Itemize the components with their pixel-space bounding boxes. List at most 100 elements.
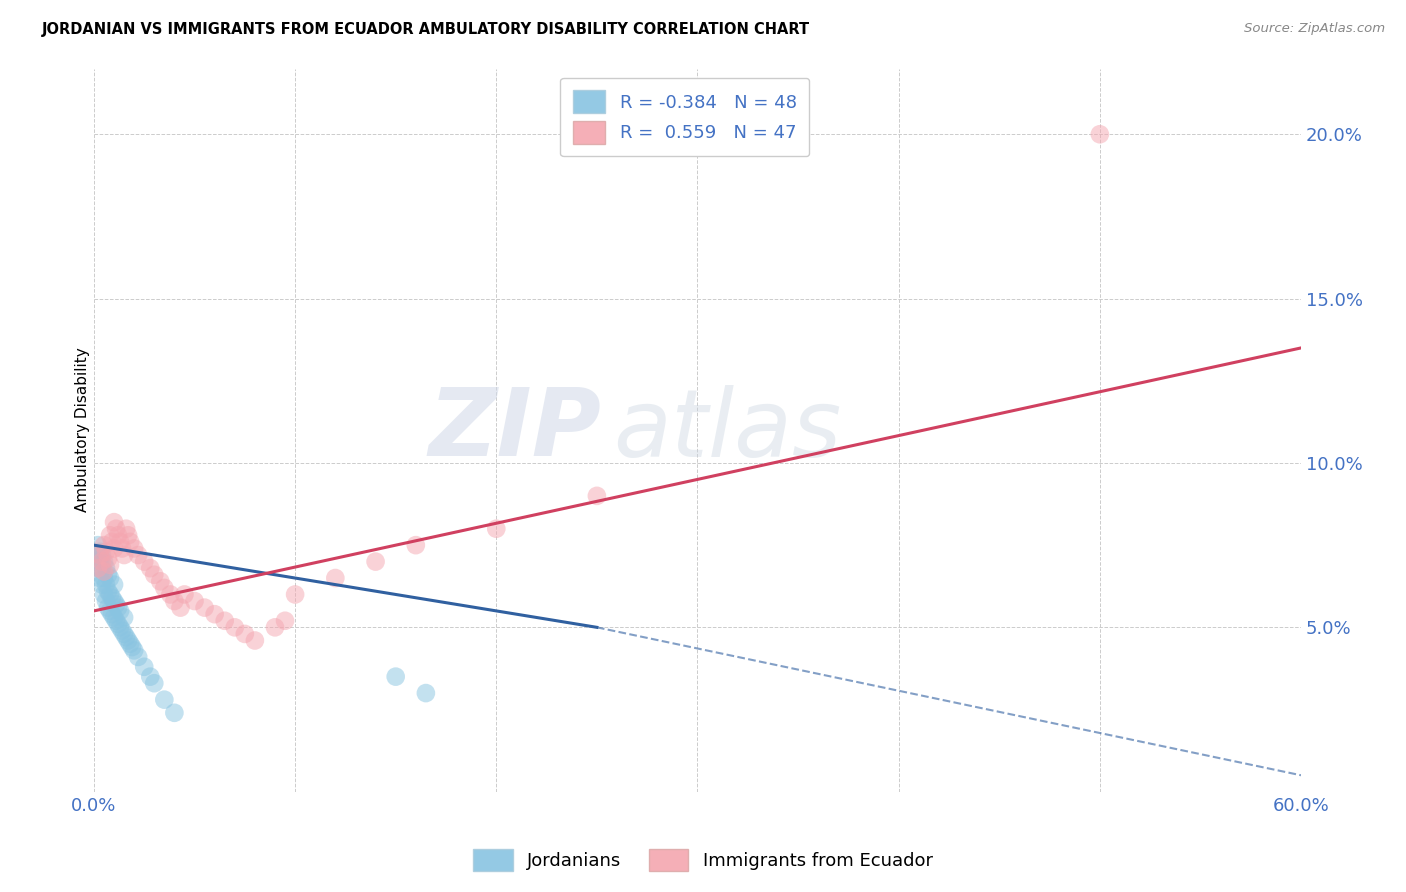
Point (105, 522, 128, 536)
Point (405, 538, 427, 552)
Point (98, 604, 121, 618)
Point (103, 515, 125, 529)
Point (107, 528, 129, 542)
Point (105, 614, 128, 628)
Legend: Jordanians, Immigrants from Ecuador: Jordanians, Immigrants from Ecuador (465, 842, 941, 879)
Point (98, 528, 121, 542)
Y-axis label: Ambulatory Disability: Ambulatory Disability (76, 348, 90, 513)
Point (127, 548, 149, 562)
Point (107, 617, 129, 632)
Point (98, 558, 121, 572)
Point (485, 522, 508, 536)
Point (264, 620, 287, 634)
Point (173, 587, 195, 601)
Point (415, 686, 437, 700)
Point (143, 567, 166, 582)
Point (127, 649, 149, 664)
Point (163, 706, 186, 720)
Point (586, 489, 609, 503)
Point (94, 577, 117, 591)
Point (91, 555, 114, 569)
Point (1088, 128, 1111, 142)
Point (108, 534, 131, 549)
Point (139, 670, 162, 684)
Point (101, 591, 124, 605)
Point (98, 571, 121, 585)
Point (139, 561, 162, 575)
Point (134, 555, 156, 569)
Point (233, 627, 256, 641)
Point (194, 600, 217, 615)
Point (89, 555, 111, 569)
Point (107, 600, 129, 615)
Point (91, 548, 114, 562)
Point (115, 522, 138, 536)
Point (115, 630, 138, 644)
Point (97, 584, 120, 599)
Point (163, 594, 186, 608)
Point (159, 587, 181, 601)
Point (89, 571, 111, 585)
Point (122, 643, 145, 657)
Point (112, 548, 135, 562)
Point (214, 614, 236, 628)
Point (97, 551, 120, 566)
Point (153, 581, 176, 595)
Point (108, 604, 131, 618)
Point (112, 610, 135, 624)
Point (103, 541, 125, 556)
Point (87, 561, 110, 575)
Point (384, 670, 406, 684)
Point (93, 587, 115, 601)
Point (98, 587, 121, 601)
Point (87, 538, 110, 552)
Point (103, 610, 125, 624)
Point (143, 676, 166, 690)
Point (89, 548, 111, 562)
Point (122, 541, 145, 556)
Point (101, 534, 124, 549)
Point (364, 555, 387, 569)
Point (93, 555, 115, 569)
Point (243, 633, 266, 648)
Point (134, 660, 156, 674)
Point (224, 620, 246, 634)
Point (117, 633, 139, 648)
Point (103, 577, 125, 591)
Point (94, 594, 117, 608)
Point (105, 597, 128, 611)
Point (91, 561, 114, 575)
Text: JORDANIAN VS IMMIGRANTS FROM ECUADOR AMBULATORY DISABILITY CORRELATION CHART: JORDANIAN VS IMMIGRANTS FROM ECUADOR AMB… (42, 22, 810, 37)
Point (325, 571, 347, 585)
Point (153, 692, 176, 706)
Point (84, 548, 107, 562)
Point (87, 561, 110, 575)
Point (274, 614, 297, 628)
Point (93, 571, 115, 585)
Point (204, 607, 226, 622)
Point (94, 545, 117, 559)
Point (111, 541, 134, 556)
Point (94, 561, 117, 575)
Point (108, 620, 131, 634)
Point (149, 574, 172, 589)
Point (183, 594, 205, 608)
Point (97, 600, 120, 615)
Text: Source: ZipAtlas.com: Source: ZipAtlas.com (1244, 22, 1385, 36)
Point (117, 528, 139, 542)
Point (89, 545, 111, 559)
Point (120, 637, 142, 651)
Point (121, 640, 143, 654)
Text: atlas: atlas (613, 384, 841, 475)
Point (97, 567, 120, 582)
Point (93, 565, 115, 579)
Text: ZIP: ZIP (427, 384, 600, 476)
Point (91, 577, 114, 591)
Point (111, 624, 134, 638)
Point (120, 534, 142, 549)
Point (169, 600, 191, 615)
Point (112, 627, 135, 641)
Legend: R = -0.384   N = 48, R =  0.559   N = 47: R = -0.384 N = 48, R = 0.559 N = 47 (560, 78, 810, 156)
Point (93, 538, 115, 552)
Point (284, 587, 307, 601)
